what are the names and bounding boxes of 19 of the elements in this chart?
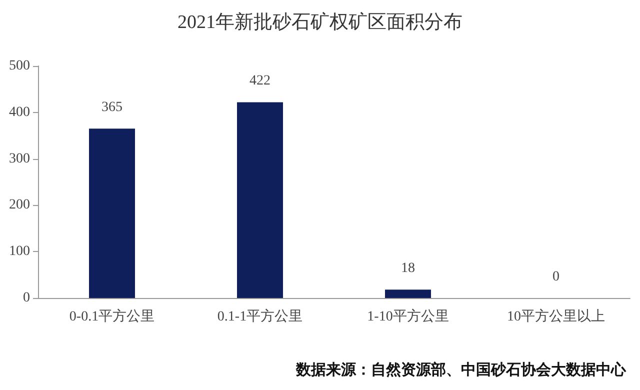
y-tick-label: 400 [9, 104, 30, 120]
source-note: 数据来源：自然资源部、中国砂石协会大数据中心 [295, 360, 627, 378]
x-tick-label: 1-10平方公里 [367, 308, 449, 324]
chart-title: 2021年新批砂石矿权矿区面积分布 [178, 11, 462, 33]
bar [237, 102, 283, 298]
y-tick-label: 300 [9, 151, 30, 166]
bar [385, 290, 431, 298]
x-tick-label: 0.1-1平方公里 [217, 308, 303, 324]
y-tick-label: 100 [9, 244, 30, 260]
y-tick-label: 0 [23, 290, 30, 306]
bar [89, 128, 135, 298]
x-tick-label: 0-0.1平方公里 [69, 308, 155, 324]
data-label: 0 [552, 270, 560, 284]
data-label: 422 [250, 74, 270, 89]
y-tick-label: 200 [9, 198, 30, 213]
data-label: 365 [102, 100, 122, 116]
y-tick-label: 500 [9, 58, 30, 74]
data-label: 18 [401, 261, 415, 276]
x-tick-label: 10平方公里以上 [507, 308, 605, 324]
